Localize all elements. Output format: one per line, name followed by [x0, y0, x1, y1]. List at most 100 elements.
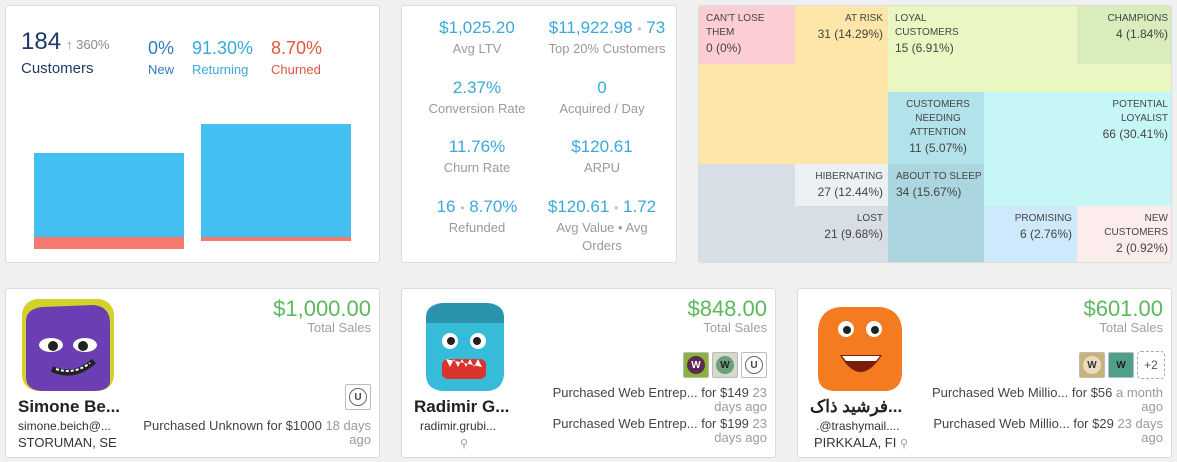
segment-title: Potential loyalist: [1112, 99, 1168, 124]
purchase-time: 23 days ago: [1117, 416, 1163, 445]
purchase-time: 18 days ago: [325, 418, 371, 447]
top-customers-amount: $11,922.98: [548, 18, 633, 37]
growth-value: 360%: [76, 37, 110, 52]
segment-value: 6 (2.76%): [1019, 227, 1072, 241]
segment-value: 21 (9.68%): [824, 227, 883, 241]
avg-orders: 1.72: [623, 197, 657, 216]
customer-location-row: PIRKKALA, FI ⚲: [814, 435, 908, 450]
customer-name[interactable]: Radimir G...: [414, 397, 510, 416]
arrow-up-icon: ↑: [66, 37, 73, 52]
customer-card[interactable]: $601.00 Total Sales W W +2 Purchased Web…: [797, 288, 1172, 458]
new-label: New: [148, 62, 175, 77]
purchase-name: Purchased Web Millio...: [933, 416, 1070, 431]
total-sales-label: Total Sales: [703, 320, 767, 335]
customer-card[interactable]: $1,000.00 Total Sales U Purchased Unknow…: [5, 288, 380, 458]
segment-champions[interactable]: Champions 4 (1.84%): [1077, 6, 1171, 64]
purchase-time: 23 days ago: [714, 416, 767, 445]
location-pin-icon: ⚲: [900, 438, 909, 450]
segment-lost[interactable]: Lost 21 (9.68%): [795, 206, 888, 262]
segment-at-risk[interactable]: At risk 31 (14.29%): [795, 6, 888, 164]
segment-title: New customers: [1104, 213, 1168, 238]
bar-returning-current: [201, 124, 351, 237]
product-icon[interactable]: U: [741, 352, 767, 378]
product-icon[interactable]: W: [683, 352, 709, 378]
arpu-value: $120.61: [571, 137, 633, 156]
churned-value: 8.70%: [271, 38, 323, 58]
avg-ltv-label: Avg LTV: [452, 41, 502, 56]
purchase-time: a month ago: [1116, 385, 1163, 414]
avg-value: $120.61: [547, 197, 610, 216]
segment-value: 66 (30.41%): [1102, 127, 1168, 141]
arpu-label: ARPU: [583, 160, 621, 175]
product-icon[interactable]: W: [712, 352, 738, 378]
purchase-name: Purchased Web Entrep...: [552, 416, 698, 431]
customer-card[interactable]: $848.00 Total Sales W W U Purchased Web …: [401, 288, 776, 458]
purchase-item: Purchased Web Millio... for $56 a month …: [913, 386, 1163, 414]
customer-name[interactable]: Simone Be...: [18, 397, 121, 416]
segment-new-customers[interactable]: New customers 2 (0.92%): [1077, 206, 1171, 262]
total-sales-amount: $1,000.00: [273, 296, 371, 321]
segment-cant-lose-them[interactable]: Can't lose them 0 (0%): [699, 6, 795, 64]
segment-title: Hibernating: [815, 171, 883, 182]
segment-lost-fill: [699, 164, 795, 262]
purchase-name: Purchased Web Millio...: [931, 385, 1069, 400]
bar-churned-current: [201, 237, 351, 241]
metrics-card: $1,025.20 Avg LTV $11,922.98 • 73 Top 20…: [401, 5, 677, 263]
total-sales-label: Total Sales: [1099, 320, 1163, 335]
acquired-per-day-value: 0: [597, 78, 607, 97]
bar-churned-previous: [34, 237, 184, 249]
total-sales-amount: $848.00: [687, 296, 767, 321]
top-customers-count: 73: [646, 18, 666, 37]
purchase-price: for $56: [1071, 385, 1113, 400]
segment-about-to-sleep[interactable]: About to sleep 34 (15.67%): [888, 164, 984, 262]
refunded-count: 16: [436, 197, 456, 216]
customer-email: .@trashymail....: [816, 419, 900, 433]
purchase-price: for $199: [701, 416, 749, 431]
conversion-rate-value: 2.37%: [452, 78, 502, 97]
more-products-badge[interactable]: +2: [1137, 351, 1165, 379]
growth-indicator: ↑ 360%: [66, 37, 109, 52]
segment-at-risk-fill: [699, 64, 795, 164]
purchase-item: Purchased Web Millio... for $29 23 days …: [913, 417, 1163, 445]
returning-value: 91.30%: [192, 38, 254, 58]
segment-value: 4 (1.84%): [1115, 27, 1168, 41]
refunded-label: Refunded: [448, 220, 506, 235]
segment-promising[interactable]: Promising 6 (2.76%): [984, 206, 1077, 262]
segment-loyal-customers[interactable]: Loyal customers 15 (6.91%): [888, 6, 1077, 92]
segment-value: 15 (6.91%): [895, 41, 954, 55]
top-customers-value: $11,922.98 • 73: [548, 18, 666, 37]
refunded-percent: 8.70%: [469, 197, 518, 216]
customer-email: simone.beich@...: [18, 419, 111, 433]
avatar: [418, 299, 510, 391]
acquired-per-day-label: Acquired / Day: [559, 101, 645, 116]
returning-label: Returning: [192, 62, 249, 77]
purchase-item: Purchased Web Entrep... for $199 23 days…: [537, 417, 767, 445]
customer-location: PIRKKALA, FI: [814, 435, 897, 450]
segment-title: Loyal customers: [895, 13, 959, 38]
customer-name[interactable]: فرشید ذاک...: [810, 397, 903, 416]
segments-grid-card: Can't lose them 0 (0%) At risk 31 (14.29…: [698, 5, 1172, 263]
purchase-item: Purchased Web Entrep... for $149 23 days…: [537, 386, 767, 414]
customer-location: STORUMAN, SE: [18, 435, 117, 450]
segment-potential-loyalist[interactable]: Potential loyalist 66 (30.41%): [984, 92, 1171, 206]
segment-value: 2 (0.92%): [1115, 241, 1168, 255]
segment-value: 31 (14.29%): [817, 27, 883, 41]
customers-summary-card: 184 ↑ 360% Customers 0% New 91.30% Retur…: [5, 5, 380, 263]
purchase-price: for $149: [701, 385, 749, 400]
segment-title: Can't lose them: [706, 13, 765, 38]
churn-rate-value: 11.76%: [448, 137, 506, 156]
product-icon[interactable]: W: [1108, 352, 1134, 378]
segment-needing-attention[interactable]: Customers needing attention 11 (5.07%): [888, 92, 984, 164]
segment-title: Champions: [1107, 13, 1168, 24]
segment-loyal-fill: [1077, 64, 1171, 92]
segment-hibernating[interactable]: Hibernating 27 (12.44%): [795, 164, 888, 206]
product-icon[interactable]: U: [345, 384, 371, 410]
purchase-name: Purchased Web Entrep...: [552, 385, 698, 400]
bar-returning-previous: [34, 153, 184, 237]
avatar: [814, 299, 906, 391]
product-icon[interactable]: W: [1079, 352, 1105, 378]
purchase-name: Purchased Unknown: [143, 418, 264, 433]
customers-count: 184: [21, 28, 62, 55]
avg-value-orders-label: Avg Value • Avg Orders: [556, 220, 648, 253]
purchase-price: for $29: [1073, 416, 1114, 431]
